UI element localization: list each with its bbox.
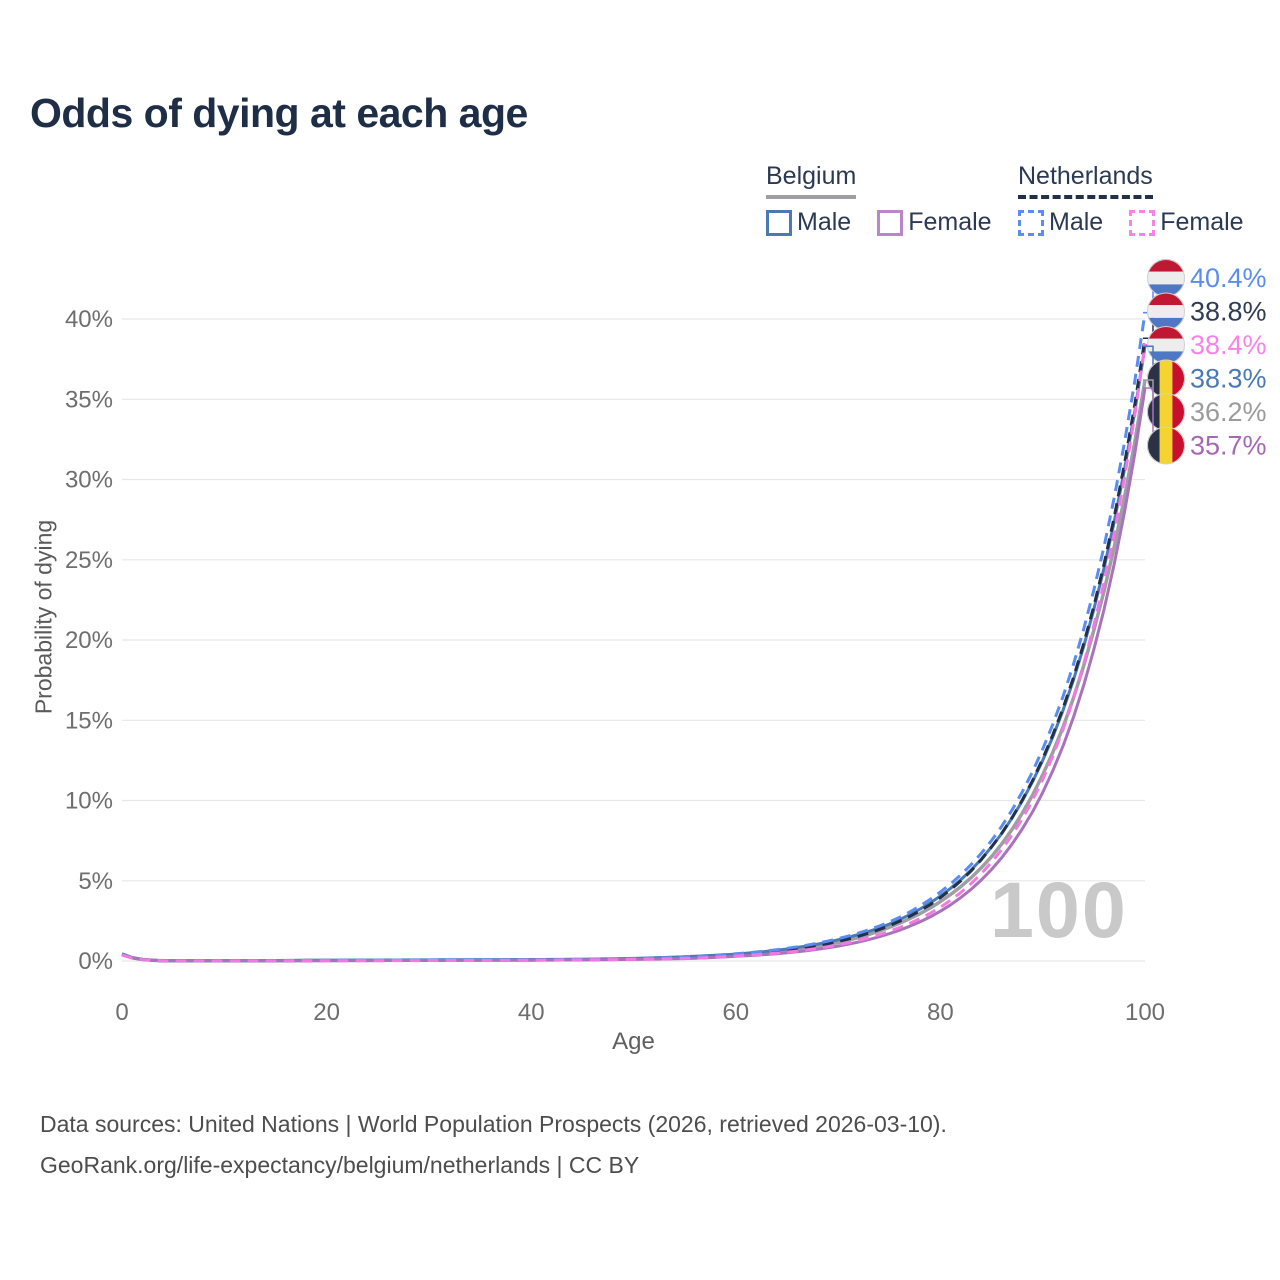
legend-group-belgium: Belgium Male Female xyxy=(766,162,992,237)
end-label-value: 38.8% xyxy=(1190,297,1267,327)
legend-item-belgium-male[interactable]: Male xyxy=(766,208,851,237)
y-tick-label: 5% xyxy=(78,868,113,895)
x-tick-label: 60 xyxy=(722,999,749,1026)
footer-attribution: GeoRank.org/life-expectancy/belgium/neth… xyxy=(40,1152,640,1178)
flag-icon-border xyxy=(1147,426,1185,465)
legend-item-label: Male xyxy=(1049,208,1104,236)
series-line-belgium_both xyxy=(121,379,1147,963)
end-label-value: 38.3% xyxy=(1190,364,1267,394)
legend-item-label: Male xyxy=(797,208,852,236)
end-label-value: 35.7% xyxy=(1190,431,1267,461)
series-line-netherlands_male xyxy=(121,312,1147,963)
end-label-value: 40.4% xyxy=(1190,263,1267,293)
y-tick-label: 40% xyxy=(65,306,113,333)
x-tick-label: 80 xyxy=(927,999,954,1026)
hover-age-watermark: 100 xyxy=(990,865,1128,954)
belgium-female-swatch-icon xyxy=(877,209,904,236)
y-tick-label: 15% xyxy=(65,707,113,734)
y-tick-label: 25% xyxy=(65,547,113,574)
y-tick-label: 30% xyxy=(65,467,113,494)
x-tick-label: 20 xyxy=(313,999,340,1026)
netherlands-male-swatch-icon xyxy=(1018,209,1044,236)
x-tick-label: 100 xyxy=(1125,999,1165,1026)
netherlands-female-swatch-icon xyxy=(1129,209,1156,236)
legend-item-label: Female xyxy=(908,208,992,236)
legend-group-title-netherlands[interactable]: Netherlands xyxy=(1018,162,1153,199)
belgium-male-swatch-icon xyxy=(766,209,792,236)
legend-item-netherlands-male[interactable]: Male xyxy=(1018,208,1103,237)
series-line-netherlands_female xyxy=(121,344,1147,963)
x-tick-label: 0 xyxy=(115,999,128,1026)
series-line-belgium_female xyxy=(121,387,1147,963)
y-tick-label: 0% xyxy=(78,948,113,975)
y-tick-label: 35% xyxy=(65,386,113,413)
y-tick-label: 20% xyxy=(65,627,113,654)
footer-data-sources: Data sources: United Nations | World Pop… xyxy=(40,1111,947,1137)
end-label-value: 38.4% xyxy=(1190,330,1267,360)
legend-item-netherlands-female[interactable]: Female xyxy=(1129,208,1244,237)
legend-item-label: Female xyxy=(1160,208,1244,236)
legend-group-netherlands: Netherlands Male Female xyxy=(1018,162,1244,237)
page-title: Odds of dying at each age xyxy=(30,90,528,136)
legend-group-title-belgium[interactable]: Belgium xyxy=(766,162,857,199)
legend-item-belgium-female[interactable]: Female xyxy=(877,208,992,237)
end-label-value: 36.2% xyxy=(1190,397,1267,427)
footer: Data sources: United Nations | World Pop… xyxy=(40,1104,947,1186)
x-tick-label: 40 xyxy=(518,999,545,1026)
y-tick-label: 10% xyxy=(65,788,113,815)
x-axis-title: Age xyxy=(612,1028,655,1055)
